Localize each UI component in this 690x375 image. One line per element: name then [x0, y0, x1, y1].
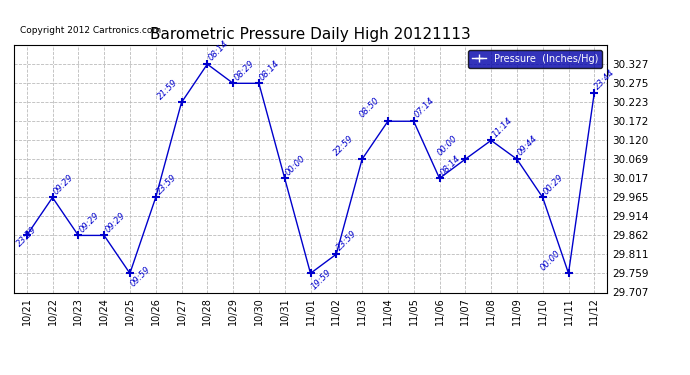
- Pressure  (Inches/Hg): [48, 195, 57, 200]
- Pressure  (Inches/Hg): [126, 271, 134, 276]
- Pressure  (Inches/Hg): [384, 119, 392, 123]
- Text: 08:14: 08:14: [206, 39, 230, 63]
- Text: 00:00: 00:00: [539, 248, 562, 272]
- Text: 09:29: 09:29: [52, 172, 75, 196]
- Text: 23:44: 23:44: [593, 68, 617, 91]
- Text: 22:59: 22:59: [332, 134, 356, 158]
- Text: Copyright 2012 Cartronics.com: Copyright 2012 Cartronics.com: [20, 26, 161, 35]
- Pressure  (Inches/Hg): [281, 176, 289, 181]
- Pressure  (Inches/Hg): [513, 157, 521, 161]
- Pressure  (Inches/Hg): [203, 62, 211, 66]
- Pressure  (Inches/Hg): [23, 233, 31, 238]
- Pressure  (Inches/Hg): [410, 119, 418, 123]
- Text: 23:59: 23:59: [155, 172, 179, 196]
- Pressure  (Inches/Hg): [255, 81, 263, 86]
- Text: 00:29: 00:29: [542, 172, 566, 196]
- Text: 09:59: 09:59: [129, 265, 152, 289]
- Text: 08:50: 08:50: [358, 96, 382, 120]
- Text: 07:14: 07:14: [413, 96, 437, 120]
- Text: 21:59: 21:59: [156, 78, 179, 101]
- Pressure  (Inches/Hg): [358, 157, 366, 161]
- Text: 23:59: 23:59: [14, 224, 39, 248]
- Title: Barometric Pressure Daily High 20121113: Barometric Pressure Daily High 20121113: [150, 27, 471, 42]
- Text: 09:44: 09:44: [516, 134, 540, 158]
- Pressure  (Inches/Hg): [487, 138, 495, 142]
- Text: 11:14: 11:14: [491, 116, 514, 139]
- Pressure  (Inches/Hg): [74, 233, 82, 238]
- Text: 09:29: 09:29: [77, 210, 101, 234]
- Text: 09:29: 09:29: [104, 210, 127, 234]
- Pressure  (Inches/Hg): [152, 195, 160, 200]
- Pressure  (Inches/Hg): [306, 271, 315, 276]
- Pressure  (Inches/Hg): [539, 195, 547, 200]
- Pressure  (Inches/Hg): [229, 81, 237, 86]
- Pressure  (Inches/Hg): [177, 100, 186, 105]
- Pressure  (Inches/Hg): [461, 157, 469, 161]
- Pressure  (Inches/Hg): [590, 90, 598, 95]
- Pressure  (Inches/Hg): [435, 176, 444, 181]
- Pressure  (Inches/Hg): [564, 271, 573, 276]
- Text: 08:14: 08:14: [439, 153, 462, 177]
- Pressure  (Inches/Hg): [100, 233, 108, 238]
- Text: 00:00: 00:00: [435, 134, 459, 158]
- Text: 00:00: 00:00: [284, 153, 308, 177]
- Text: 08:14: 08:14: [258, 58, 282, 82]
- Line: Pressure  (Inches/Hg): Pressure (Inches/Hg): [23, 60, 598, 278]
- Text: 19:59: 19:59: [310, 268, 333, 291]
- Pressure  (Inches/Hg): [332, 252, 340, 257]
- Text: 23:59: 23:59: [335, 229, 359, 253]
- Legend: Pressure  (Inches/Hg): Pressure (Inches/Hg): [468, 50, 602, 68]
- Text: 08:29: 08:29: [233, 58, 256, 82]
